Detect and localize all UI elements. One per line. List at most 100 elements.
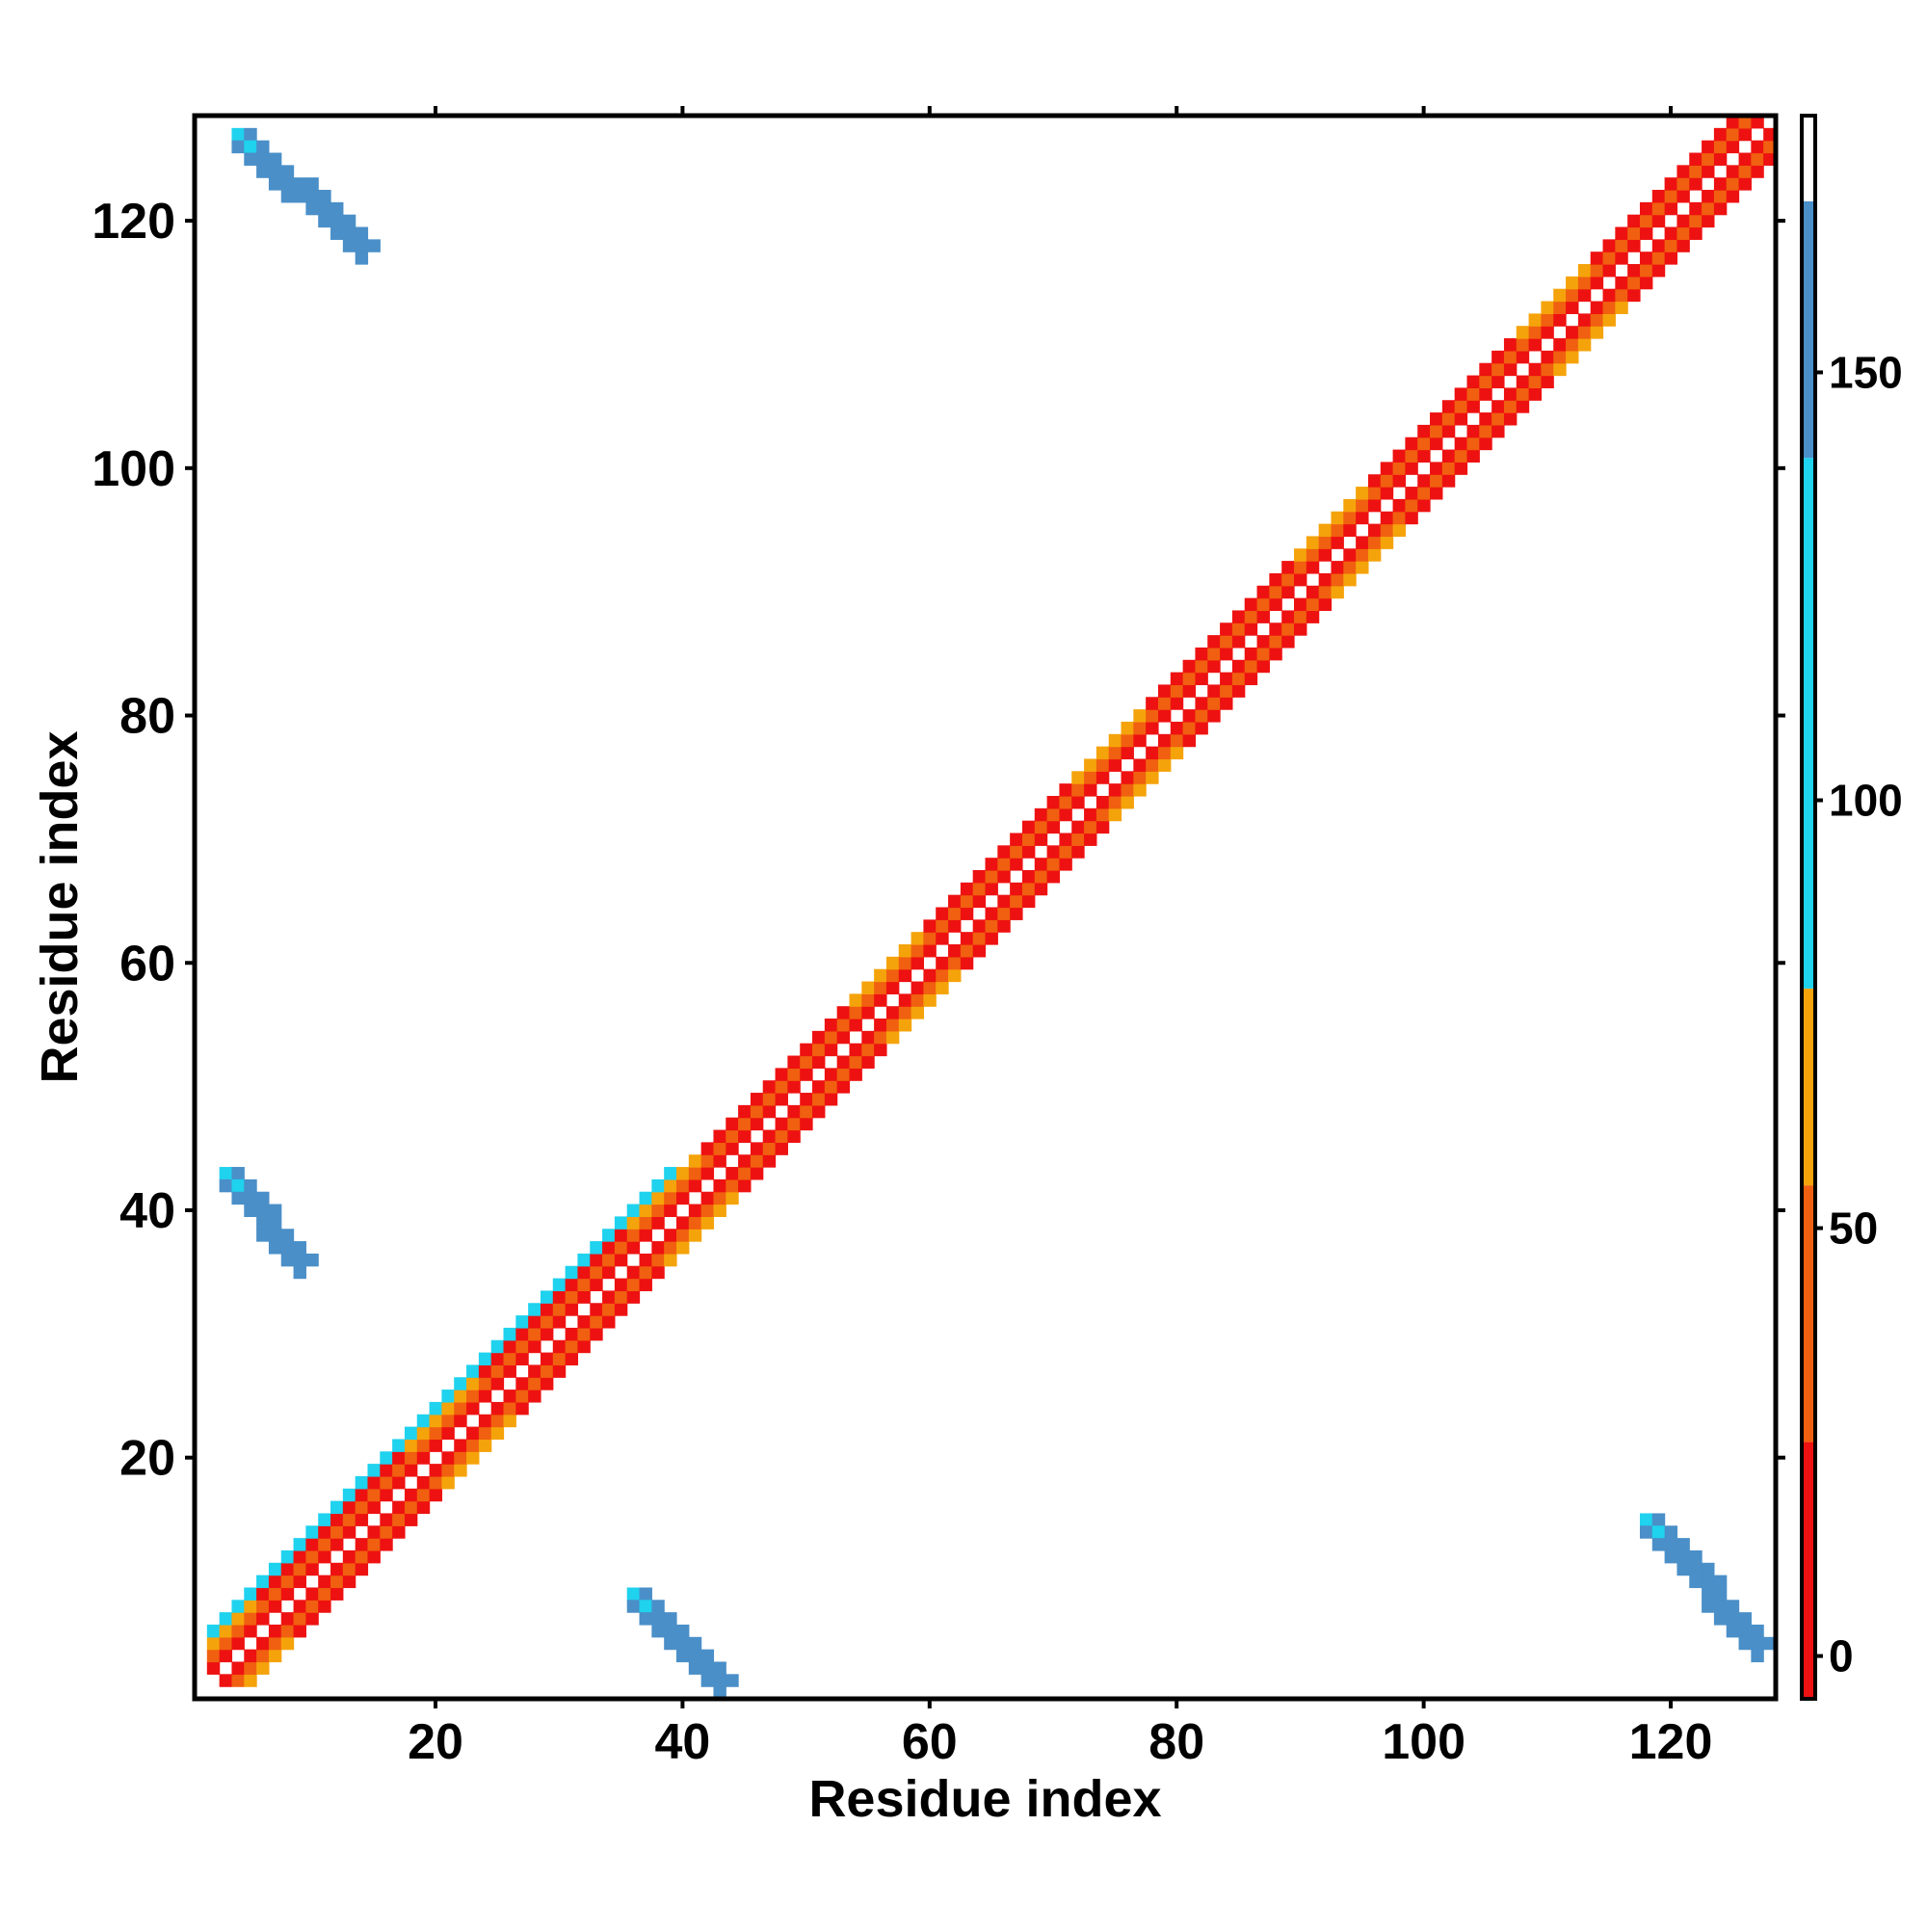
- heatmap-cell: [1405, 437, 1418, 451]
- heatmap-cell: [738, 1104, 752, 1119]
- heatmap-cell: [1010, 833, 1023, 846]
- heatmap-cell: [404, 1488, 418, 1502]
- heatmap-cell: [293, 190, 306, 203]
- heatmap-cell: [1689, 165, 1703, 178]
- heatmap-cell: [1367, 548, 1382, 562]
- heatmap-cell: [1577, 313, 1592, 327]
- heatmap-cell: [244, 1191, 257, 1205]
- heatmap-cell: [1541, 326, 1554, 339]
- heatmap-cell: [1405, 487, 1418, 500]
- heatmap-cell: [1034, 858, 1048, 871]
- heatmap-cell: [1441, 400, 1456, 413]
- heatmap-cell: [577, 1253, 591, 1267]
- heatmap-cell: [1071, 795, 1085, 809]
- heatmap-cell: [1466, 437, 1480, 451]
- heatmap-cell: [318, 1513, 331, 1526]
- heatmap-cell: [1738, 1636, 1752, 1651]
- heatmap-cell: [824, 1030, 838, 1045]
- heatmap-cell: [1392, 511, 1406, 525]
- heatmap-cell: [688, 1204, 702, 1217]
- x-tick-label: 20: [408, 1714, 463, 1770]
- heatmap-cell: [1454, 437, 1468, 451]
- heatmap-cell: [1702, 165, 1715, 178]
- heatmap-cell: [1528, 338, 1543, 352]
- heatmap-cell: [1738, 1612, 1752, 1626]
- heatmap-cell: [885, 1006, 900, 1019]
- heatmap-cell: [1294, 622, 1307, 636]
- heatmap-cell: [1121, 783, 1134, 797]
- heatmap-cell: [342, 226, 356, 240]
- heatmap-cell: [1084, 783, 1097, 797]
- heatmap-cell: [1602, 264, 1616, 278]
- heatmap-cell: [997, 845, 1011, 859]
- heatmap-cell: [1751, 152, 1764, 166]
- heatmap-cell: [1256, 585, 1270, 599]
- x-tick-label: 100: [1382, 1714, 1465, 1770]
- heatmap-cell: [713, 1661, 726, 1675]
- heatmap-cell: [392, 1475, 406, 1490]
- heatmap-cell: [244, 1661, 257, 1675]
- heatmap-cell: [503, 1327, 516, 1341]
- heatmap-cell: [1380, 474, 1394, 488]
- heatmap-cell: [416, 1488, 431, 1502]
- heatmap-cell: [1639, 264, 1653, 278]
- y-tick-label: 40: [119, 1183, 175, 1239]
- heatmap-cell: [700, 1191, 715, 1205]
- heatmap-cell: [898, 993, 912, 1007]
- heatmap-cell: [626, 1265, 641, 1280]
- heatmap-cell: [1034, 807, 1048, 822]
- heatmap-cell: [256, 1612, 270, 1626]
- heatmap-cell: [885, 1019, 900, 1032]
- heatmap-cell: [1331, 523, 1344, 538]
- heatmap-cell: [1071, 845, 1085, 859]
- heatmap-cell: [466, 1439, 480, 1452]
- heatmap-cell: [1269, 622, 1282, 636]
- heatmap-cell: [1294, 610, 1307, 623]
- heatmap-cell: [1627, 239, 1641, 252]
- heatmap-cell: [280, 1229, 295, 1242]
- heatmap-cell: [1182, 721, 1197, 735]
- heatmap-cell: [1577, 326, 1592, 339]
- heatmap-cell: [1367, 523, 1382, 538]
- heatmap-cell: [1676, 214, 1690, 228]
- heatmap-cell: [874, 981, 887, 994]
- heatmap-cell: [490, 1352, 505, 1366]
- heatmap-cell: [1294, 548, 1307, 562]
- heatmap-cell: [1676, 1549, 1690, 1564]
- heatmap-cell: [404, 1513, 418, 1526]
- heatmap-cell: [923, 919, 937, 933]
- heatmap-cell: [1380, 462, 1394, 475]
- heatmap-cell: [342, 1500, 356, 1515]
- heatmap-cell: [380, 1451, 393, 1465]
- heatmap-cell: [1417, 437, 1431, 451]
- heatmap-cell: [1676, 1538, 1690, 1551]
- heatmap-cell: [1046, 858, 1061, 871]
- heatmap-cell: [318, 214, 331, 228]
- heatmap-cell: [972, 944, 987, 958]
- heatmap-cell: [849, 1019, 862, 1032]
- heatmap-cell: [305, 1587, 319, 1601]
- heatmap-cell: [1034, 833, 1048, 846]
- heatmap-cell: [355, 1562, 369, 1576]
- heatmap-cell: [305, 1600, 319, 1613]
- heatmap-cell: [664, 1167, 677, 1180]
- heatmap-cell: [861, 993, 875, 1007]
- heatmap-cell: [775, 1142, 788, 1155]
- heatmap-cell: [800, 1043, 813, 1057]
- heatmap-cell: [1244, 659, 1258, 674]
- heatmap-cell: [1207, 635, 1221, 648]
- heatmap-cell: [1269, 585, 1282, 599]
- heatmap-cell: [342, 239, 356, 252]
- heatmap-cell: [1269, 597, 1282, 612]
- heatmap-cell: [318, 1575, 331, 1589]
- heatmap-cell: [726, 1178, 739, 1193]
- heatmap-cell: [318, 1525, 331, 1539]
- heatmap-cell: [1713, 1587, 1728, 1601]
- heatmap-cell: [1392, 474, 1406, 488]
- heatmap-cell: [898, 1019, 912, 1032]
- heatmap-cell: [675, 1216, 690, 1230]
- heatmap-cell: [392, 1439, 406, 1452]
- heatmap-cell: [1405, 462, 1418, 475]
- heatmap-cell: [885, 968, 900, 983]
- heatmap-cell: [1244, 647, 1258, 661]
